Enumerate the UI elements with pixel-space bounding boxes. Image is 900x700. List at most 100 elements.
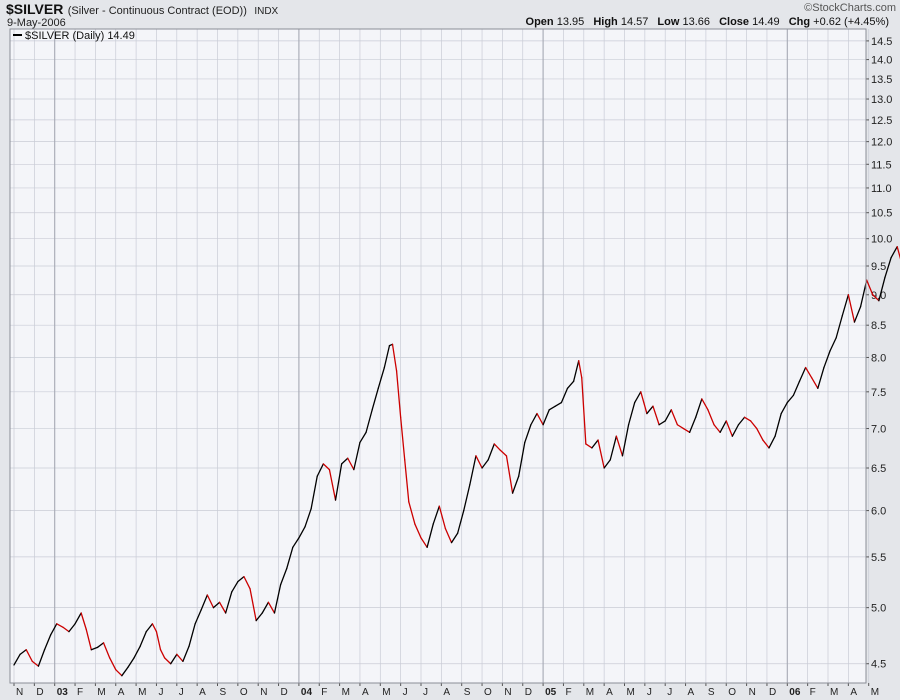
series-segment bbox=[750, 420, 758, 430]
series-segment bbox=[334, 463, 343, 501]
series-segment bbox=[182, 645, 190, 663]
ticker-symbol: $SILVER bbox=[6, 1, 64, 17]
y-tick-label: 14.0 bbox=[871, 55, 892, 67]
series-segment bbox=[572, 360, 580, 382]
series-segment bbox=[133, 645, 141, 659]
series-segment bbox=[499, 449, 508, 457]
series-segment bbox=[127, 657, 135, 668]
series-segment bbox=[267, 601, 276, 614]
x-tick-label: M bbox=[871, 687, 879, 698]
series-segment bbox=[548, 405, 556, 411]
series-segment bbox=[13, 653, 21, 666]
series-segment bbox=[835, 315, 843, 339]
x-tick-label: J bbox=[647, 687, 652, 698]
series-segment bbox=[688, 416, 697, 434]
series-segment bbox=[743, 416, 752, 422]
series-segment bbox=[231, 581, 239, 593]
series-segment bbox=[676, 424, 685, 430]
series-segment bbox=[762, 439, 770, 449]
close-label: Close bbox=[719, 16, 750, 28]
series-segment bbox=[404, 459, 410, 503]
series-segment bbox=[615, 435, 624, 457]
series-segment bbox=[731, 424, 740, 437]
y-tick-label: 5.0 bbox=[871, 603, 886, 615]
series-segment bbox=[304, 508, 312, 528]
y-tick-label: 11.0 bbox=[871, 183, 892, 195]
x-tick-label: J bbox=[667, 687, 672, 698]
x-tick-label: J bbox=[158, 687, 163, 698]
y-tick-label: 8.5 bbox=[871, 320, 886, 332]
series-segment bbox=[243, 575, 251, 590]
x-tick-label: A bbox=[199, 687, 206, 698]
series-segment bbox=[560, 387, 569, 404]
series-segment bbox=[493, 443, 502, 451]
series-segment bbox=[438, 505, 447, 530]
series-segment bbox=[359, 431, 367, 444]
x-tick-label: A bbox=[118, 687, 125, 698]
series-segment bbox=[255, 612, 263, 622]
series-segment bbox=[505, 455, 514, 494]
x-tick-label: A bbox=[688, 687, 695, 698]
series-segment bbox=[206, 594, 215, 609]
series-segment bbox=[377, 366, 386, 389]
series-segment bbox=[261, 601, 270, 614]
x-tick-label: A bbox=[606, 687, 613, 698]
series-segment bbox=[121, 666, 129, 677]
series-segment bbox=[322, 463, 331, 471]
series-segment bbox=[872, 294, 880, 302]
series-segment bbox=[566, 380, 575, 389]
series-segment bbox=[414, 523, 422, 539]
series-segment bbox=[768, 435, 776, 449]
plot-background bbox=[10, 29, 866, 683]
series-segment bbox=[68, 623, 76, 633]
series-segment bbox=[145, 623, 154, 633]
x-tick-label: M bbox=[627, 687, 635, 698]
series-segment bbox=[634, 391, 642, 404]
series-segment bbox=[719, 420, 727, 434]
series-segment bbox=[237, 575, 245, 583]
x-tick-label: N bbox=[504, 687, 511, 698]
series-segment bbox=[591, 439, 599, 449]
stockcharts-watermark[interactable]: ©StockCharts.com bbox=[804, 2, 896, 14]
y-tick-label: 7.5 bbox=[871, 387, 886, 399]
x-tick-label: M bbox=[586, 687, 594, 698]
series-segment bbox=[432, 505, 440, 525]
series-segment bbox=[542, 409, 550, 426]
open-label: Open bbox=[525, 16, 554, 28]
x-tick-label: O bbox=[484, 687, 492, 698]
series-segment bbox=[774, 412, 782, 437]
x-tick-label: N bbox=[749, 687, 756, 698]
series-segment bbox=[90, 646, 99, 651]
series-segment bbox=[218, 601, 227, 614]
grid-lines bbox=[10, 29, 870, 683]
x-tick-label: J bbox=[403, 687, 408, 698]
series-segment bbox=[713, 424, 721, 434]
series-segment bbox=[786, 394, 795, 404]
series-segment bbox=[391, 343, 398, 372]
x-tick-label: 03 bbox=[57, 687, 69, 698]
series-segment bbox=[96, 642, 105, 649]
series-segment bbox=[444, 527, 453, 544]
series-segment bbox=[151, 623, 158, 633]
series-segment bbox=[554, 401, 563, 407]
series-segment bbox=[176, 653, 184, 663]
price-series bbox=[13, 246, 900, 677]
series-segment bbox=[328, 468, 337, 501]
ohlc-readout: Open 13.95 High 14.57 Low 13.66 Close 14… bbox=[526, 16, 889, 28]
series-segment bbox=[585, 443, 593, 449]
chg-label: Chg bbox=[788, 16, 811, 28]
y-tick-label: 5.5 bbox=[871, 552, 886, 564]
series-segment bbox=[756, 427, 764, 441]
series-segment bbox=[292, 537, 300, 548]
y-tick-label: 10.5 bbox=[871, 208, 892, 220]
y-tick-label: 9.0 bbox=[871, 290, 886, 302]
series-segment bbox=[798, 366, 807, 382]
series-segment bbox=[408, 501, 416, 525]
series-segment bbox=[841, 294, 849, 317]
x-tick-label: M bbox=[97, 687, 105, 698]
x-tick-label: D bbox=[769, 687, 776, 698]
series-segment bbox=[249, 588, 257, 622]
y-tick-label: 10.0 bbox=[871, 234, 892, 246]
series-segment bbox=[792, 380, 801, 397]
